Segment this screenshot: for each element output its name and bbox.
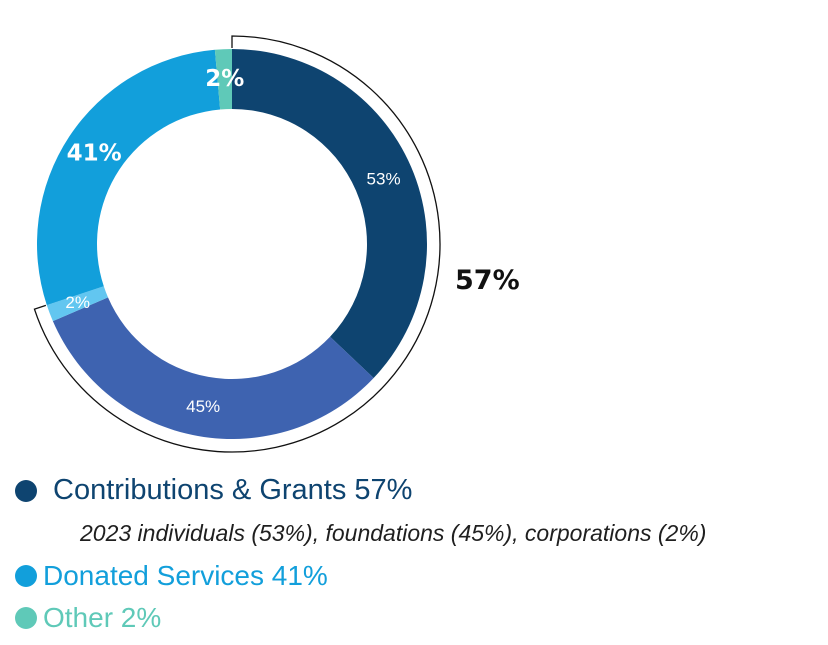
group-bracket-label: 57% [455,265,520,296]
slice-labels: 53% 45% 2% 41% 2% [65,66,400,416]
donut-slice [46,286,108,322]
group-bracket [33,35,441,453]
donut-slice [52,297,374,439]
slice-label: 2% [65,293,90,312]
donut-slice [36,49,221,306]
donut-slice [232,49,428,379]
slice-label: 2% [205,66,244,92]
slice-label: 45% [186,397,220,416]
slice-label: 53% [367,169,401,188]
donut-slices [36,49,428,439]
slice-label: 41% [67,140,122,166]
donut-slice [214,49,232,110]
